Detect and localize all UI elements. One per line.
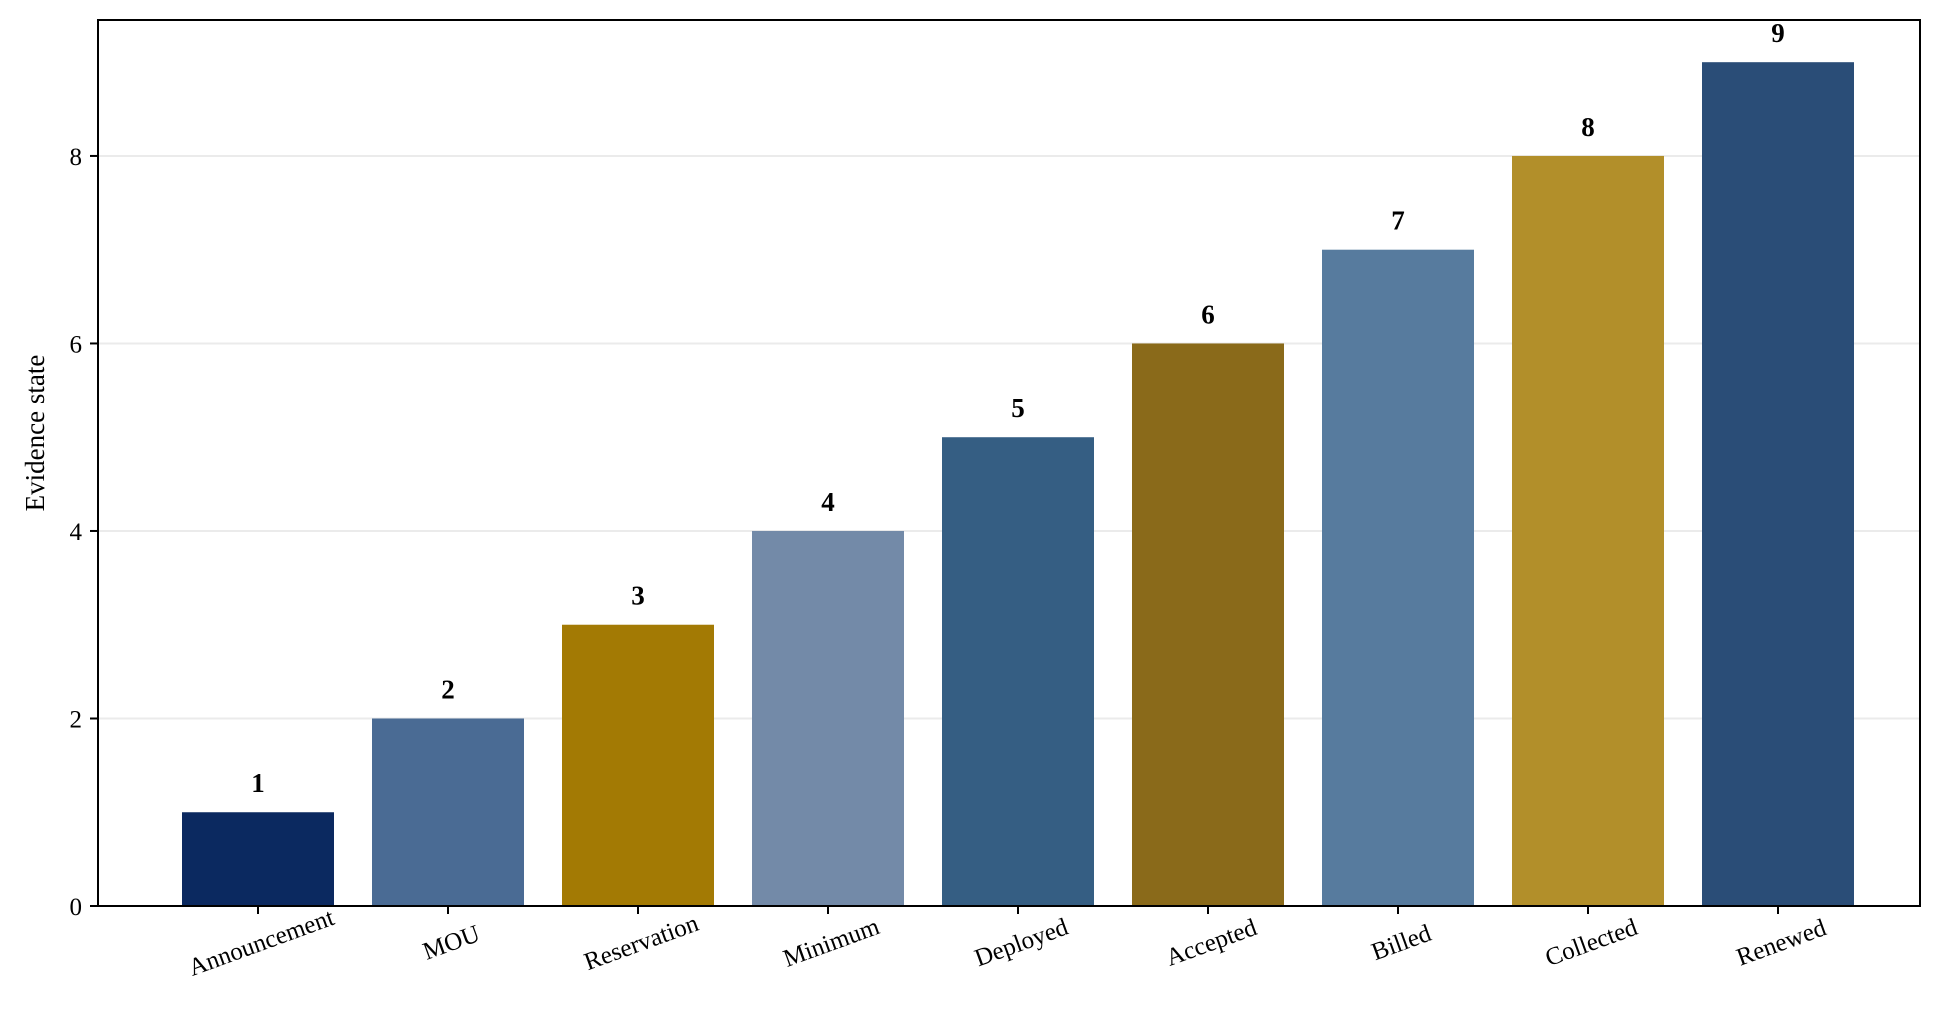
bar xyxy=(1512,155,1664,906)
x-tick-label: Collected xyxy=(1542,914,1642,972)
bar xyxy=(1132,343,1284,906)
bar xyxy=(372,718,524,906)
bar xyxy=(752,530,904,906)
data-label: 5 xyxy=(1011,393,1025,423)
x-tick-label: Billed xyxy=(1368,920,1435,966)
data-label: 1 xyxy=(251,768,265,798)
x-tick-label: Minimum xyxy=(780,913,884,973)
x-tick-label: Announcement xyxy=(185,904,338,982)
value-labels: 1 2 3 4 5 6 7 8 9 xyxy=(251,18,1785,798)
bars xyxy=(182,62,1854,906)
bar xyxy=(942,437,1094,906)
y-tick-label: 0 xyxy=(70,894,83,921)
x-tick-label: Accepted xyxy=(1162,914,1260,972)
bar xyxy=(562,624,714,906)
x-tick-label: Reservation xyxy=(581,910,703,976)
data-label: 7 xyxy=(1391,206,1405,236)
data-label: 8 xyxy=(1581,112,1595,142)
y-tick-label: 6 xyxy=(70,331,83,358)
y-tick-label: 4 xyxy=(70,519,83,546)
data-label: 6 xyxy=(1201,299,1215,329)
bar xyxy=(1702,62,1854,906)
bar xyxy=(182,812,334,906)
y-tick-label: 8 xyxy=(70,144,83,171)
data-label: 4 xyxy=(821,487,835,517)
x-tick-label: Renewed xyxy=(1733,914,1830,971)
data-label: 9 xyxy=(1771,18,1785,48)
x-tick-label: MOU xyxy=(419,920,483,965)
data-label: 2 xyxy=(441,674,455,704)
x-axis-ticks: Announcement MOU Reservation Minimum Deploye… xyxy=(185,904,1830,982)
y-axis-ticks: 0 2 4 6 8 xyxy=(70,144,98,921)
plot-frame xyxy=(97,19,1921,907)
y-axis-title: Evidence state xyxy=(20,355,50,512)
x-tick-label: Deployed xyxy=(971,913,1072,972)
y-tick-label: 2 xyxy=(70,706,83,733)
data-label: 3 xyxy=(631,581,645,611)
bar xyxy=(1322,249,1474,906)
